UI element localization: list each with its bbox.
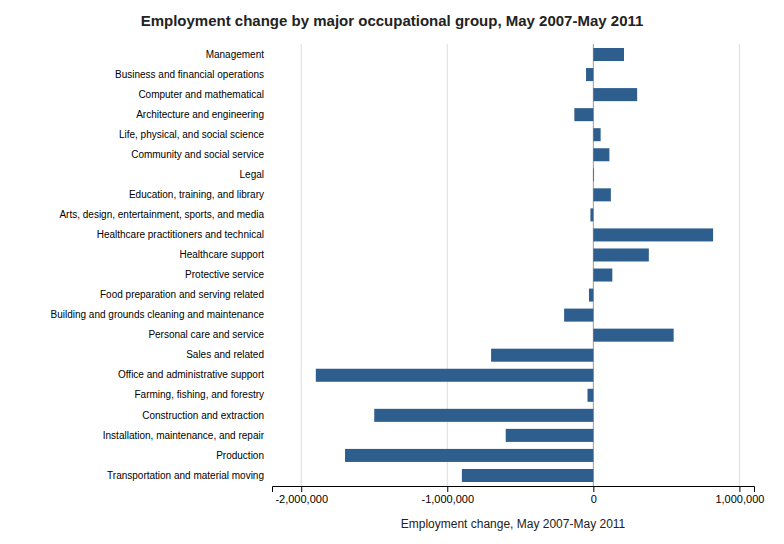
bar — [593, 148, 609, 161]
category-label: Sales and related — [186, 349, 264, 360]
category-label: Education, training, and library — [129, 189, 264, 200]
tick-label: -1,000,000 — [421, 493, 474, 505]
tick: Management — [206, 49, 272, 60]
tick: Protective service — [185, 269, 272, 280]
bar — [593, 329, 673, 342]
bar — [491, 349, 593, 362]
tick: 1,000,000 — [715, 486, 764, 505]
chart: -2,000,000 -1,000,000 0 1,000,000 Management… — [0, 0, 784, 544]
y-axis: Management Business and financial operati… — [51, 49, 273, 481]
axis-title: Employment change, May 2007-May 2011 — [401, 517, 626, 531]
tick: Legal — [240, 169, 272, 180]
title: Employment change by major occupational … — [141, 12, 644, 29]
category-label: Community and social service — [131, 149, 264, 160]
bar — [589, 289, 593, 302]
category-label: Business and financial operations — [115, 69, 264, 80]
category-label: Office and administrative support — [118, 369, 264, 380]
bar — [587, 389, 593, 402]
tick: Architecture and engineering — [136, 109, 272, 120]
bar — [564, 309, 593, 322]
tick: Education, training, and library — [129, 189, 272, 200]
tick: Healthcare practitioners and technical — [97, 229, 272, 240]
tick: Business and financial operations — [115, 69, 272, 80]
bar — [593, 248, 649, 261]
tick-mark — [739, 486, 740, 492]
category-label: Protective service — [185, 269, 264, 280]
plot-area: -2,000,000 -1,000,000 0 1,000,000 Management… — [51, 44, 765, 505]
x-axis: -2,000,000 -1,000,000 0 1,000,000 — [273, 486, 765, 505]
category-label: Arts, design, entertainment, sports, and… — [59, 209, 264, 220]
tick: Transportation and material moving — [107, 470, 272, 481]
bar — [590, 208, 593, 221]
grid — [301, 44, 739, 486]
tick: Building and grounds cleaning and mainte… — [51, 309, 273, 320]
category-label: Personal care and service — [148, 329, 264, 340]
tick-mark — [447, 486, 448, 492]
bar — [593, 228, 713, 241]
bar — [345, 449, 593, 462]
category-label: Legal — [240, 169, 264, 180]
grid-line — [739, 44, 740, 486]
tick: Personal care and service — [148, 329, 272, 340]
tick-label: 1,000,000 — [715, 493, 764, 505]
tick: Sales and related — [186, 349, 272, 360]
bar — [574, 108, 593, 121]
tick: Computer and mathematical — [138, 89, 272, 100]
category-label: Farming, fishing, and forestry — [135, 389, 265, 400]
tick: -1,000,000 — [421, 486, 474, 505]
tick-mark — [301, 486, 302, 492]
category-label: Healthcare practitioners and technical — [97, 229, 264, 240]
tick: Construction and extraction — [142, 410, 272, 421]
category-label: Production — [216, 450, 264, 461]
tick: Life, physical, and social science — [119, 129, 272, 140]
tick: Production — [216, 450, 272, 461]
tick: -2,000,000 — [275, 486, 328, 505]
category-label: Life, physical, and social science — [119, 129, 265, 140]
tick: Farming, fishing, and forestry — [135, 389, 273, 400]
tick: Healthcare support — [180, 249, 273, 260]
bar — [586, 68, 593, 81]
category-label: Food preparation and serving related — [100, 289, 264, 300]
bars — [316, 48, 713, 482]
tick: Office and administrative support — [118, 369, 272, 380]
tick-mark — [593, 486, 594, 492]
category-label: Transportation and material moving — [107, 470, 264, 481]
bar — [316, 369, 594, 382]
bar — [374, 409, 593, 422]
tick: Installation, maintenance, and repair — [103, 430, 272, 441]
axis-line — [273, 487, 755, 493]
bar — [593, 48, 624, 61]
grid-line — [301, 44, 302, 486]
tick-label: -2,000,000 — [275, 493, 328, 505]
category-label: Building and grounds cleaning and mainte… — [51, 309, 265, 320]
bar — [506, 429, 594, 442]
category-label: Management — [206, 49, 265, 60]
bar — [593, 269, 612, 282]
category-label: Architecture and engineering — [136, 109, 264, 120]
category-label: Construction and extraction — [142, 410, 264, 421]
bar — [593, 88, 637, 101]
tick: Food preparation and serving related — [100, 289, 272, 300]
tick-label: 0 — [591, 493, 597, 505]
bar — [593, 168, 595, 181]
bar — [593, 128, 600, 141]
tick: Community and social service — [131, 149, 272, 160]
category-label: Installation, maintenance, and repair — [103, 430, 265, 441]
bar — [462, 469, 593, 482]
category-label: Healthcare support — [180, 249, 265, 260]
tick: 0 — [591, 486, 597, 505]
category-label: Computer and mathematical — [138, 89, 264, 100]
bar — [593, 188, 611, 201]
tick: Arts, design, entertainment, sports, and… — [59, 209, 272, 220]
